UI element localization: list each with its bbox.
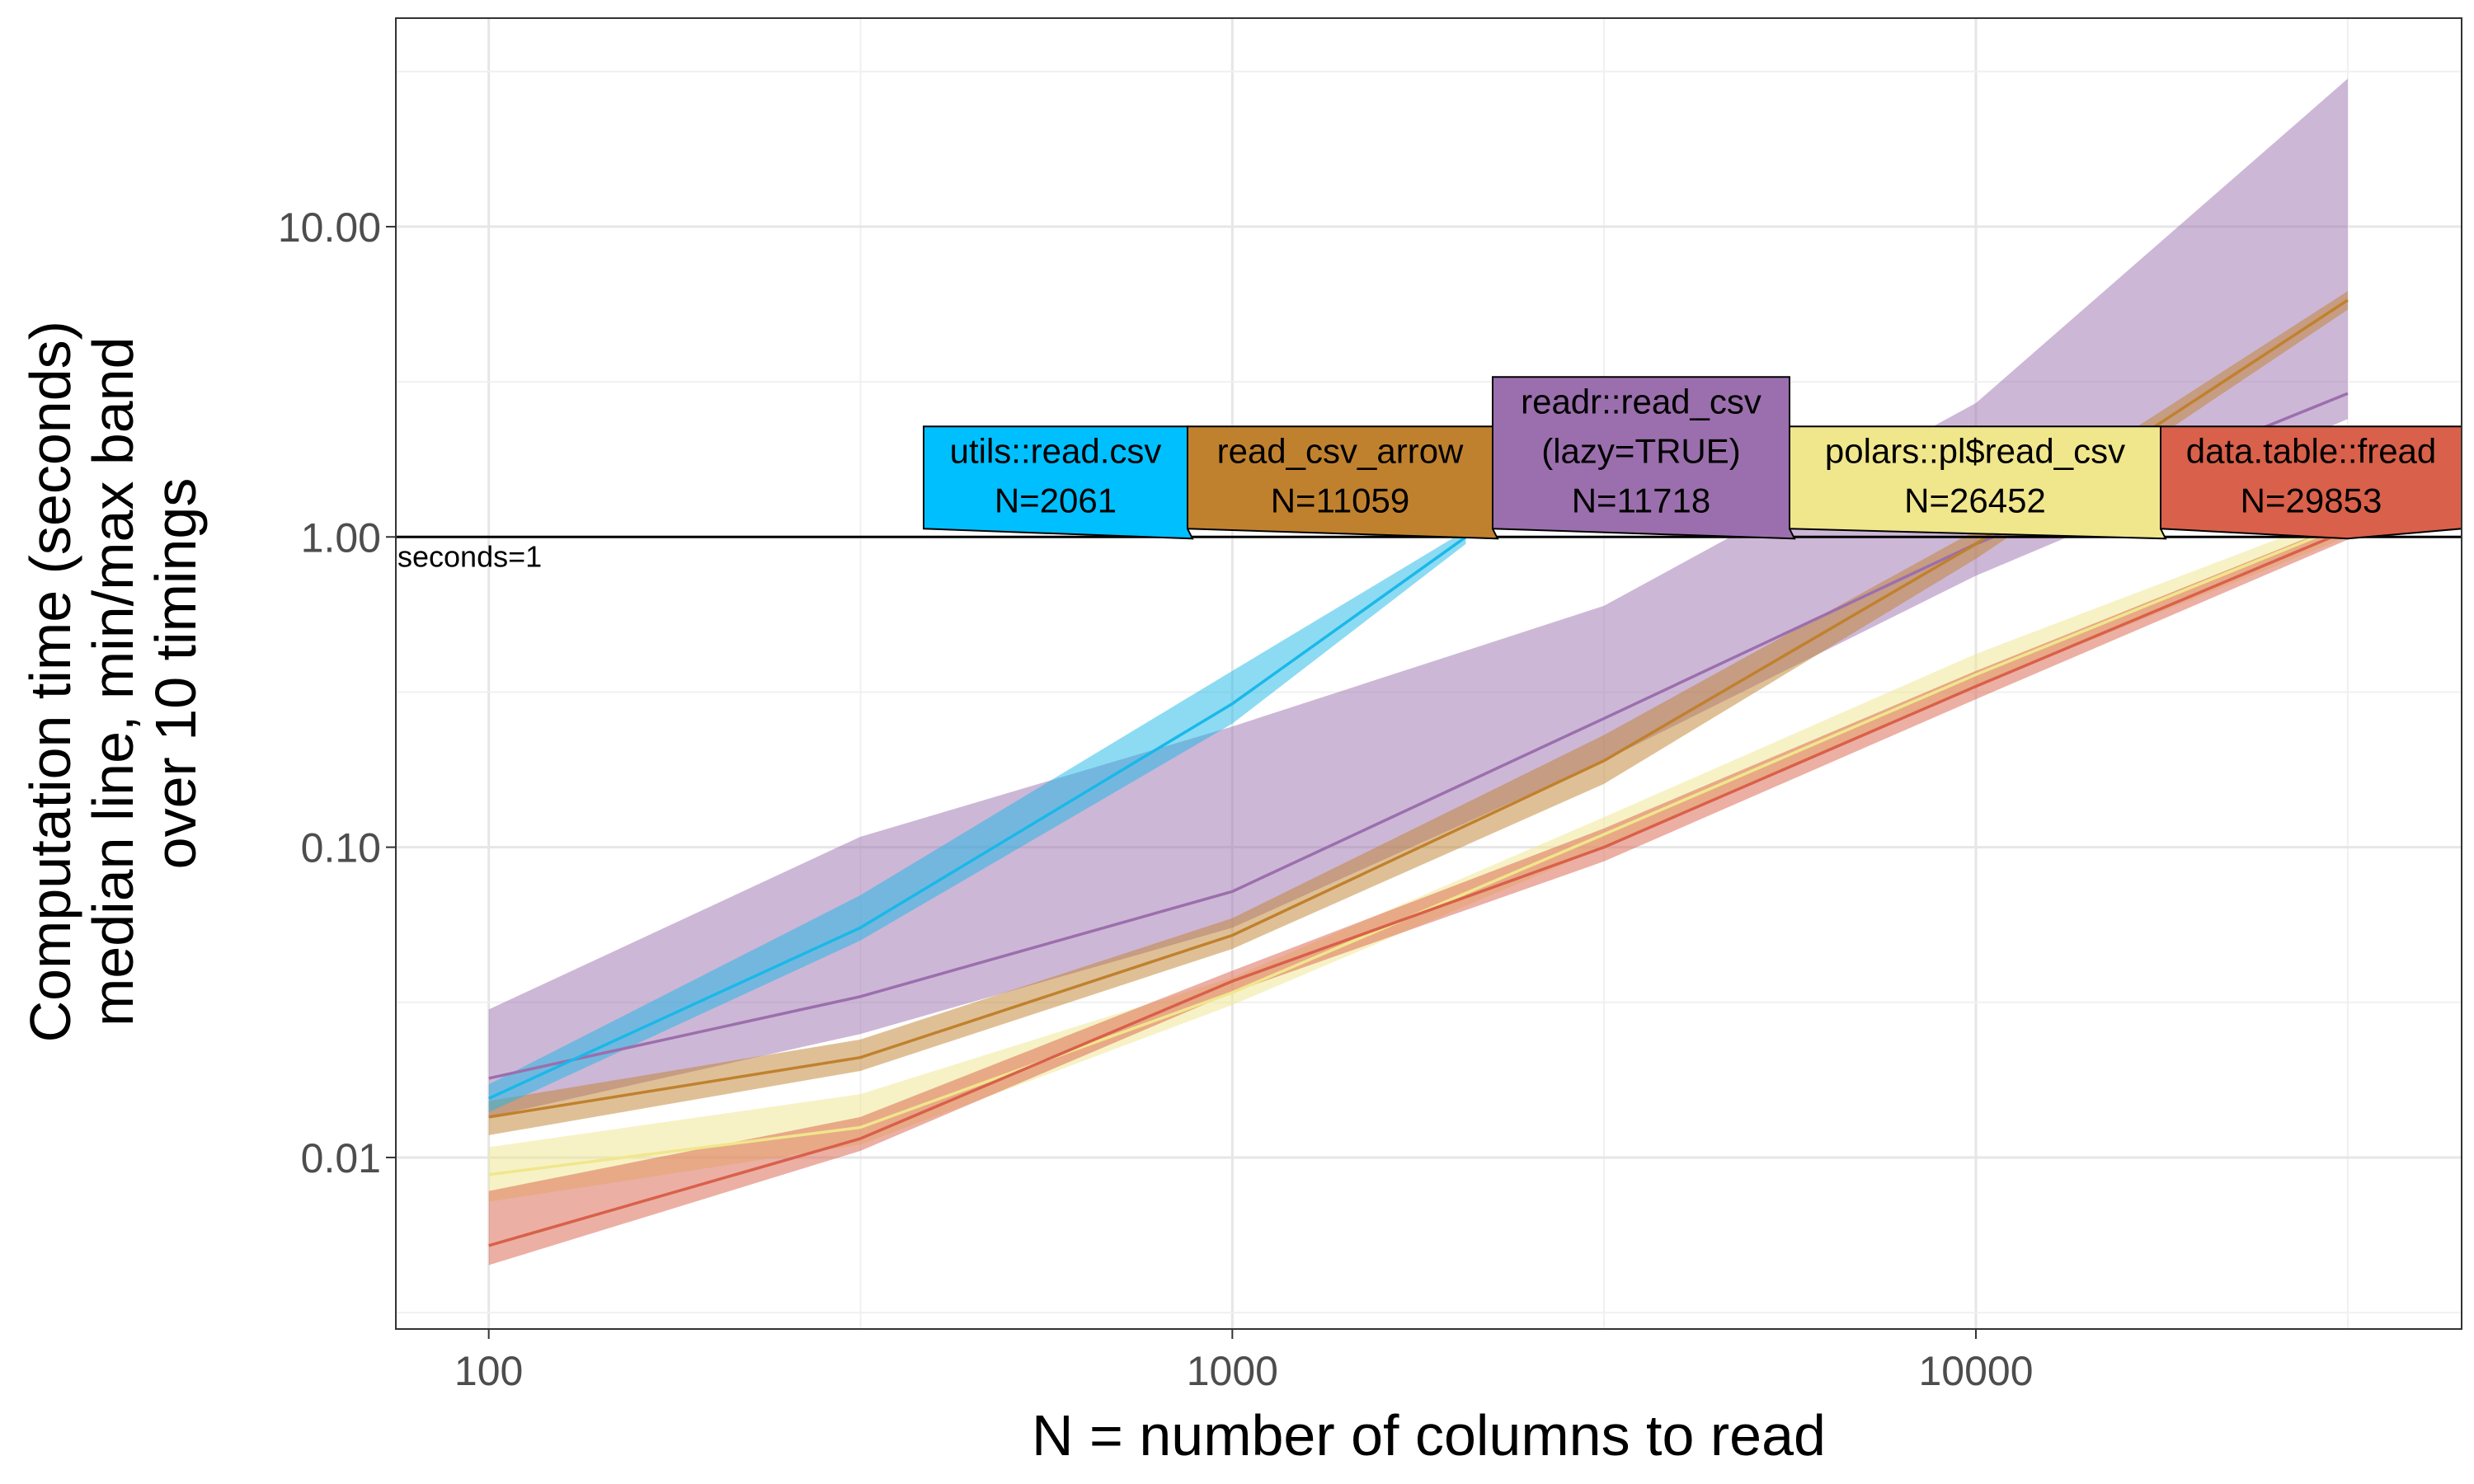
x-tick-label: 100 [454, 1348, 523, 1394]
series-label-text-datatable: N=29853 [2241, 481, 2382, 519]
y-axis-title-line-1: Computation time (seconds) [18, 321, 82, 1042]
series-label-text-datatable: data.table::fread [2186, 431, 2437, 470]
reference-line-label: seconds=1 [397, 539, 542, 573]
series-label-text-utils: utils::read.csv [950, 431, 1162, 470]
series-label-box-readr [1492, 376, 1796, 540]
band-polars [488, 512, 2348, 1202]
series-label-text-arrow: N=11059 [1271, 481, 1410, 519]
y-tick-label: 0.01 [301, 1135, 381, 1181]
y-tick-label: 0.10 [301, 825, 381, 871]
series-label-text-readr: (lazy=TRUE) [1541, 431, 1741, 470]
series-label-text-polars: N=26452 [1904, 481, 2046, 519]
band-utils [488, 530, 1466, 1112]
series-label-text-readr: readr::read_csv [1521, 382, 1761, 420]
median-line-utils [487, 535, 1467, 1100]
series-label-box-arrow [1187, 425, 1499, 540]
y-axis-ticks: 0.01 0.10 1.00 10.00 [278, 204, 396, 1181]
series-label-box-polars [1789, 425, 2167, 540]
x-tick-label: 1000 [1187, 1348, 1278, 1394]
y-axis-title: Computation time (seconds) median line, … [18, 305, 208, 1043]
median-line-datatable [488, 528, 2349, 1247]
series-label-text-arrow: read_csv_arrow [1217, 431, 1464, 470]
y-axis-title-line-2: median line, min/max band [81, 336, 145, 1026]
panel-border [395, 17, 2462, 1330]
series-label-box-datatable [2160, 425, 2462, 540]
y-tick-label: 1.00 [301, 514, 381, 561]
min-max-bands [488, 78, 2348, 1266]
series-label-readr: readr::read_csv(lazy=TRUE)N=11718 [1492, 376, 1796, 540]
x-axis-ticks: 100 1000 10000 [454, 1329, 2034, 1394]
series-label-arrow: read_csv_arrow N=11059 [1187, 425, 1499, 540]
series-label-text-polars: polars::pl$read_csv [1825, 431, 2125, 470]
x-axis-title: N = number of columns to read [1032, 1403, 1826, 1468]
series-label-text-readr: N=11718 [1572, 481, 1711, 519]
x-tick-label: 10000 [1918, 1348, 2033, 1394]
series-label-text-utils: N=2061 [995, 481, 1117, 519]
series-label-box-utils [923, 425, 1194, 540]
y-tick-label: 10.00 [278, 204, 381, 251]
y-axis-title-line-3: over 10 timings [143, 478, 208, 870]
